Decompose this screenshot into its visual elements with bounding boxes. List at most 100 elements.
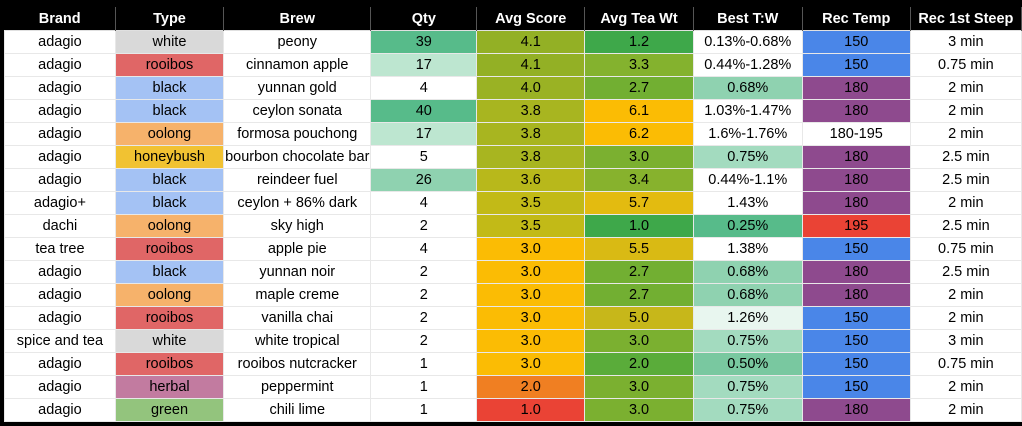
rec-steep-cell[interactable]: 2 min <box>909 375 1022 399</box>
brew-cell[interactable]: vanilla chai <box>223 306 372 330</box>
rec-steep-cell[interactable]: 2 min <box>909 283 1022 307</box>
rec-steep-cell[interactable]: 0.75 min <box>909 53 1022 77</box>
rec-temp-cell[interactable]: 180 <box>801 283 911 307</box>
type-cell[interactable]: rooibos <box>114 352 225 376</box>
avg-tea-wt-cell[interactable]: 3.3 <box>584 53 694 77</box>
avg-score-cell[interactable]: 3.5 <box>476 191 586 215</box>
type-cell[interactable]: white <box>114 329 225 353</box>
avg-score-cell[interactable]: 4.1 <box>476 53 586 77</box>
type-cell[interactable]: white <box>114 30 225 54</box>
type-cell[interactable]: herbal <box>114 375 225 399</box>
brew-cell[interactable]: yunnan noir <box>223 260 372 284</box>
best-tw-cell[interactable]: 0.44%-1.28% <box>692 53 803 77</box>
rec-steep-cell[interactable]: 2 min <box>909 306 1022 330</box>
header-type[interactable]: Type <box>115 7 225 31</box>
brand-cell[interactable]: adagio <box>4 375 116 399</box>
rec-steep-cell[interactable]: 2.5 min <box>909 168 1022 192</box>
brand-cell[interactable]: adagio <box>4 30 116 54</box>
rec-temp-cell[interactable]: 180 <box>801 76 911 100</box>
qty-cell[interactable]: 26 <box>370 168 478 192</box>
qty-cell[interactable]: 2 <box>370 306 478 330</box>
rec-steep-cell[interactable]: 2.5 min <box>909 145 1022 169</box>
brand-cell[interactable]: spice and tea <box>4 329 116 353</box>
brand-cell[interactable]: adagio <box>4 76 116 100</box>
best-tw-cell[interactable]: 0.68% <box>692 260 803 284</box>
avg-score-cell[interactable]: 4.1 <box>476 30 586 54</box>
header-avg-score[interactable]: Avg Score <box>476 7 586 31</box>
avg-tea-wt-cell[interactable]: 3.0 <box>584 145 694 169</box>
rec-steep-cell[interactable]: 3 min <box>909 30 1022 54</box>
avg-tea-wt-cell[interactable]: 1.2 <box>584 30 694 54</box>
avg-score-cell[interactable]: 3.0 <box>476 283 586 307</box>
rec-steep-cell[interactable]: 0.75 min <box>909 352 1022 376</box>
best-tw-cell[interactable]: 1.38% <box>692 237 803 261</box>
brew-cell[interactable]: rooibos nutcracker <box>223 352 372 376</box>
qty-cell[interactable]: 5 <box>370 145 478 169</box>
best-tw-cell[interactable]: 0.50% <box>692 352 803 376</box>
rec-temp-cell[interactable]: 150 <box>801 329 911 353</box>
avg-score-cell[interactable]: 3.0 <box>476 237 586 261</box>
brew-cell[interactable]: formosa pouchong <box>223 122 372 146</box>
header-best-tw[interactable]: Best T:W <box>693 7 803 31</box>
rec-temp-cell[interactable]: 180 <box>801 398 911 422</box>
qty-cell[interactable]: 17 <box>370 122 478 146</box>
qty-cell[interactable]: 2 <box>370 214 478 238</box>
brand-cell[interactable]: adagio <box>4 168 116 192</box>
brand-cell[interactable]: dachi <box>4 214 116 238</box>
type-cell[interactable]: green <box>114 398 225 422</box>
avg-score-cell[interactable]: 3.8 <box>476 145 586 169</box>
brand-cell[interactable]: adagio <box>4 122 116 146</box>
qty-cell[interactable]: 40 <box>370 99 478 123</box>
type-cell[interactable]: honeybush <box>114 145 225 169</box>
avg-tea-wt-cell[interactable]: 6.2 <box>584 122 694 146</box>
avg-score-cell[interactable]: 3.6 <box>476 168 586 192</box>
type-cell[interactable]: rooibos <box>114 237 225 261</box>
avg-score-cell[interactable]: 3.8 <box>476 99 586 123</box>
avg-score-cell[interactable]: 3.0 <box>476 260 586 284</box>
brand-cell[interactable]: adagio <box>4 260 116 284</box>
type-cell[interactable]: rooibos <box>114 306 225 330</box>
best-tw-cell[interactable]: 0.68% <box>692 76 803 100</box>
type-cell[interactable]: black <box>114 76 225 100</box>
rec-temp-cell[interactable]: 150 <box>801 237 911 261</box>
type-cell[interactable]: black <box>114 168 225 192</box>
brand-cell[interactable]: adagio <box>4 398 116 422</box>
brew-cell[interactable]: bourbon chocolate bar <box>223 145 372 169</box>
best-tw-cell[interactable]: 1.6%-1.76% <box>692 122 803 146</box>
qty-cell[interactable]: 2 <box>370 283 478 307</box>
avg-score-cell[interactable]: 3.0 <box>476 306 586 330</box>
brand-cell[interactable]: adagio+ <box>4 191 116 215</box>
brand-cell[interactable]: adagio <box>4 53 116 77</box>
rec-temp-cell[interactable]: 180 <box>801 168 911 192</box>
qty-cell[interactable]: 4 <box>370 237 478 261</box>
header-brand[interactable]: Brand <box>4 7 116 31</box>
header-avg-tea-wt[interactable]: Avg Tea Wt <box>584 7 694 31</box>
rec-steep-cell[interactable]: 2.5 min <box>909 214 1022 238</box>
rec-temp-cell[interactable]: 150 <box>801 53 911 77</box>
brew-cell[interactable]: ceylon sonata <box>223 99 372 123</box>
header-rec-temp[interactable]: Rec Temp <box>802 7 911 31</box>
brew-cell[interactable]: cinnamon apple <box>223 53 372 77</box>
type-cell[interactable]: black <box>114 260 225 284</box>
avg-score-cell[interactable]: 3.5 <box>476 214 586 238</box>
best-tw-cell[interactable]: 1.03%-1.47% <box>692 99 803 123</box>
brand-cell[interactable]: adagio <box>4 352 116 376</box>
header-rec-steep[interactable]: Rec 1st Steep <box>910 7 1022 31</box>
avg-tea-wt-cell[interactable]: 5.0 <box>584 306 694 330</box>
brand-cell[interactable]: tea tree <box>4 237 116 261</box>
avg-score-cell[interactable]: 4.0 <box>476 76 586 100</box>
brew-cell[interactable]: yunnan gold <box>223 76 372 100</box>
best-tw-cell[interactable]: 0.75% <box>692 398 803 422</box>
best-tw-cell[interactable]: 0.75% <box>692 329 803 353</box>
best-tw-cell[interactable]: 0.75% <box>692 145 803 169</box>
rec-steep-cell[interactable]: 2 min <box>909 191 1022 215</box>
brew-cell[interactable]: peppermint <box>223 375 372 399</box>
brew-cell[interactable]: ceylon + 86% dark <box>223 191 372 215</box>
qty-cell[interactable]: 2 <box>370 260 478 284</box>
type-cell[interactable]: oolong <box>114 214 225 238</box>
avg-tea-wt-cell[interactable]: 3.0 <box>584 375 694 399</box>
qty-cell[interactable]: 17 <box>370 53 478 77</box>
best-tw-cell[interactable]: 0.75% <box>692 375 803 399</box>
rec-temp-cell[interactable]: 150 <box>801 352 911 376</box>
brew-cell[interactable]: apple pie <box>223 237 372 261</box>
